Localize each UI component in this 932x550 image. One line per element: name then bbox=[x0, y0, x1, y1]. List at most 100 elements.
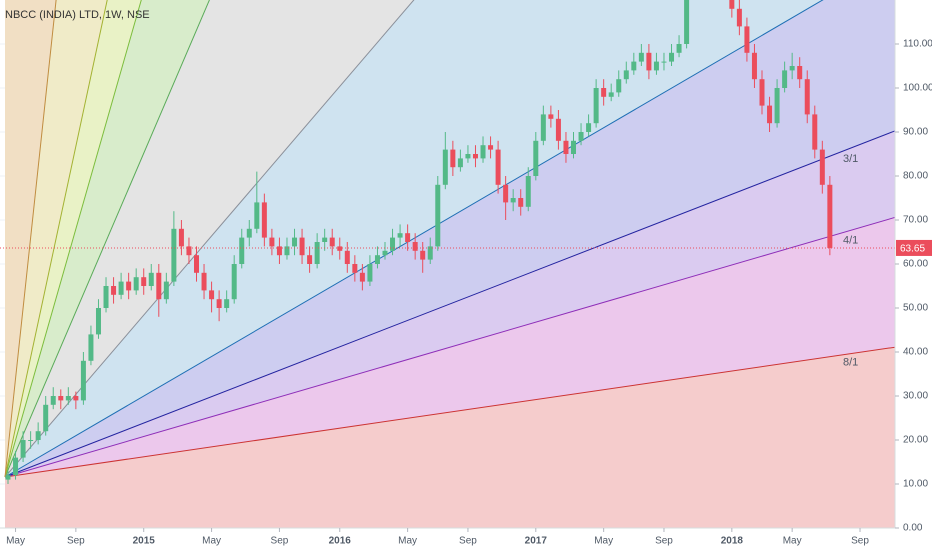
x-tick-label: Sep bbox=[271, 536, 289, 547]
candle-body bbox=[744, 26, 750, 53]
candle-body bbox=[73, 396, 79, 401]
candle-body bbox=[819, 149, 825, 185]
candle-body bbox=[646, 52, 652, 71]
candle-body bbox=[239, 237, 245, 264]
candle-body bbox=[442, 149, 448, 185]
candle-body bbox=[65, 396, 71, 401]
candle-body bbox=[103, 286, 109, 308]
candle-body bbox=[593, 88, 599, 124]
candle-body bbox=[774, 88, 780, 124]
candle-body bbox=[50, 396, 56, 405]
candle-body bbox=[804, 79, 810, 115]
fan-zone bbox=[5, 0, 895, 477]
x-tick-label: May bbox=[398, 536, 417, 547]
candle-body bbox=[669, 52, 675, 62]
candle-body bbox=[510, 198, 516, 203]
last-price-label: 63.65 bbox=[900, 244, 925, 255]
x-tick-label: Sep bbox=[459, 536, 477, 547]
candle-body bbox=[80, 360, 86, 401]
candle-body bbox=[472, 154, 478, 159]
candle-body bbox=[586, 123, 592, 132]
candle-body bbox=[329, 237, 335, 247]
candle-body bbox=[390, 237, 396, 251]
candle-body bbox=[246, 228, 252, 238]
last-price-tag bbox=[896, 239, 932, 256]
candle-body bbox=[555, 118, 561, 141]
y-tick-label: 30.00 bbox=[903, 391, 928, 402]
candle-body bbox=[163, 281, 169, 300]
x-tick-label: Sep bbox=[851, 536, 869, 547]
x-tick-label: May bbox=[594, 536, 613, 547]
candle-body bbox=[518, 198, 524, 207]
candle-body bbox=[653, 61, 659, 71]
chart-title: NBCC (INDIA) LTD, 1W, NSE bbox=[5, 9, 150, 21]
candle-body bbox=[58, 396, 64, 401]
candle-body bbox=[525, 176, 531, 207]
candles bbox=[0, 0, 895, 484]
y-tick-label: 20.00 bbox=[903, 435, 928, 446]
candle-body bbox=[465, 154, 471, 159]
y-tick-label: 90.00 bbox=[903, 127, 928, 138]
candle-body bbox=[367, 264, 373, 282]
candle-body bbox=[397, 233, 403, 238]
fan-line bbox=[4, 0, 415, 478]
y-tick-label: 80.00 bbox=[903, 171, 928, 182]
candle-body bbox=[186, 246, 192, 256]
candle-body bbox=[571, 140, 576, 154]
x-tick-label: 2017 bbox=[525, 536, 548, 547]
y-tick-label: 40.00 bbox=[903, 347, 928, 358]
candle-body bbox=[299, 237, 305, 256]
candle-body bbox=[292, 237, 298, 247]
candle-body bbox=[337, 246, 343, 251]
candle-body bbox=[457, 158, 463, 168]
candle-body bbox=[767, 105, 773, 124]
candle-body bbox=[20, 440, 26, 458]
candle-body bbox=[178, 228, 184, 247]
candle-body bbox=[359, 272, 365, 282]
candle-body bbox=[322, 237, 328, 242]
fan-label: 3/1 bbox=[843, 153, 858, 165]
candle-body bbox=[314, 242, 320, 264]
x-tick-label: May bbox=[783, 536, 802, 547]
x-tick-label: 2018 bbox=[721, 536, 744, 547]
candle-body bbox=[284, 246, 290, 256]
gann-fan bbox=[4, 0, 895, 528]
candle-body bbox=[28, 440, 34, 441]
candle-body bbox=[382, 250, 388, 256]
y-tick-label: 70.00 bbox=[903, 215, 928, 226]
y-tick-label: 110.00 bbox=[903, 39, 932, 50]
candle-body bbox=[540, 114, 546, 141]
candle-body bbox=[276, 246, 282, 256]
fan-line bbox=[4, 346, 895, 478]
candle-body bbox=[684, 0, 690, 44]
candle-body bbox=[118, 281, 124, 295]
candle-body bbox=[254, 202, 260, 229]
candle-body bbox=[141, 277, 147, 286]
y-tick-label: 50.00 bbox=[903, 303, 928, 314]
candle-body bbox=[623, 70, 629, 80]
x-tick-label: May bbox=[6, 536, 25, 547]
candle-body bbox=[782, 70, 788, 88]
candle-body bbox=[563, 140, 569, 154]
candle-body bbox=[171, 228, 177, 282]
fan-line bbox=[4, 216, 895, 478]
candle-body bbox=[231, 264, 237, 300]
candle-body bbox=[548, 114, 554, 119]
fan-label: 8/1 bbox=[843, 357, 858, 369]
fan-zone bbox=[5, 347, 895, 528]
candle-body bbox=[133, 277, 139, 291]
candle-body bbox=[608, 92, 614, 97]
candle-body bbox=[88, 334, 94, 361]
candle-body bbox=[156, 272, 162, 300]
candle-body bbox=[43, 404, 49, 432]
candle-body bbox=[601, 88, 607, 97]
candle-body bbox=[194, 255, 199, 273]
candle-body bbox=[736, 8, 742, 27]
candle-body bbox=[269, 237, 275, 247]
candle-body bbox=[435, 184, 441, 247]
y-tick-label: 60.00 bbox=[903, 259, 928, 270]
candle-body bbox=[344, 250, 350, 264]
x-tick-label: Sep bbox=[67, 536, 85, 547]
